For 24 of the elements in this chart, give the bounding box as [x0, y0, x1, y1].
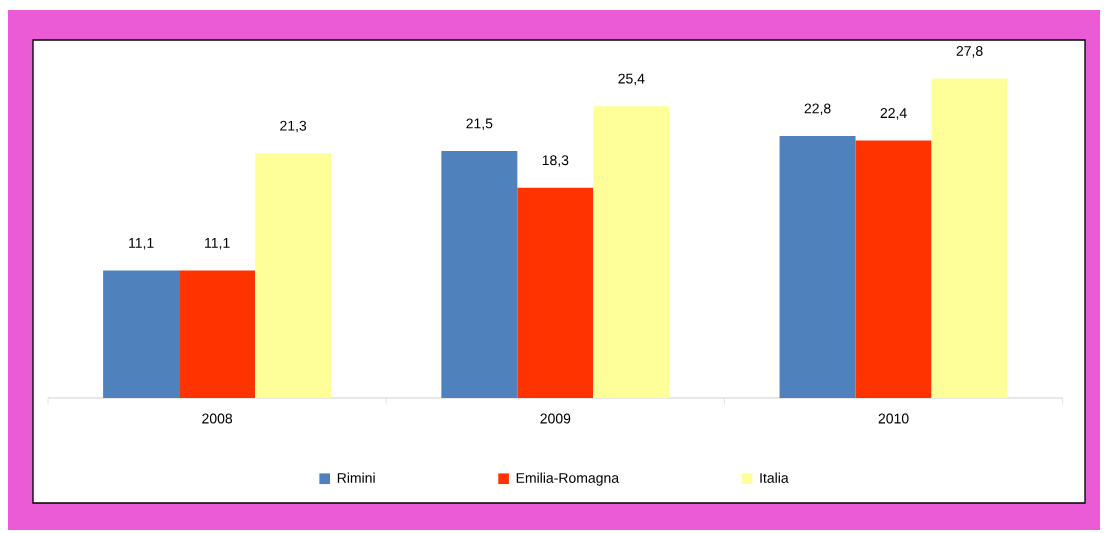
bar [931, 78, 1008, 398]
x-tick-label: 2008 [202, 413, 233, 424]
data-label: 18,3 [542, 155, 569, 167]
bar [103, 270, 180, 398]
bar [255, 153, 332, 398]
data-label: 25,4 [618, 73, 645, 86]
bar [179, 270, 256, 398]
legend-label: Rimini [337, 472, 375, 483]
legend-label: Italia [760, 472, 789, 483]
bar [593, 106, 670, 398]
bar [517, 187, 594, 398]
data-label: 22,4 [880, 108, 907, 120]
bar [779, 136, 856, 398]
data-label: 11,1 [129, 238, 154, 250]
bar [855, 140, 932, 398]
data-label: 22,8 [804, 103, 831, 116]
data-label: 21,3 [280, 120, 307, 133]
data-label: 11,1 [205, 238, 230, 250]
bar [441, 150, 518, 398]
data-label: 21,5 [466, 118, 493, 131]
data-label: 27,8 [956, 46, 983, 58]
x-tick-label: 2009 [540, 413, 571, 424]
x-tick-label: 2010 [878, 413, 909, 424]
legend-label: Emilia-Romagna [516, 472, 620, 486]
